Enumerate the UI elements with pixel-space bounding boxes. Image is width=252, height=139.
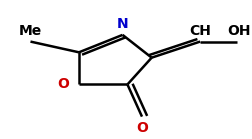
Text: OH: OH [226, 24, 250, 38]
Text: N: N [116, 17, 128, 31]
Text: Me: Me [19, 24, 42, 38]
Text: CH: CH [188, 24, 210, 38]
Text: O: O [136, 121, 147, 135]
Text: O: O [57, 77, 69, 91]
